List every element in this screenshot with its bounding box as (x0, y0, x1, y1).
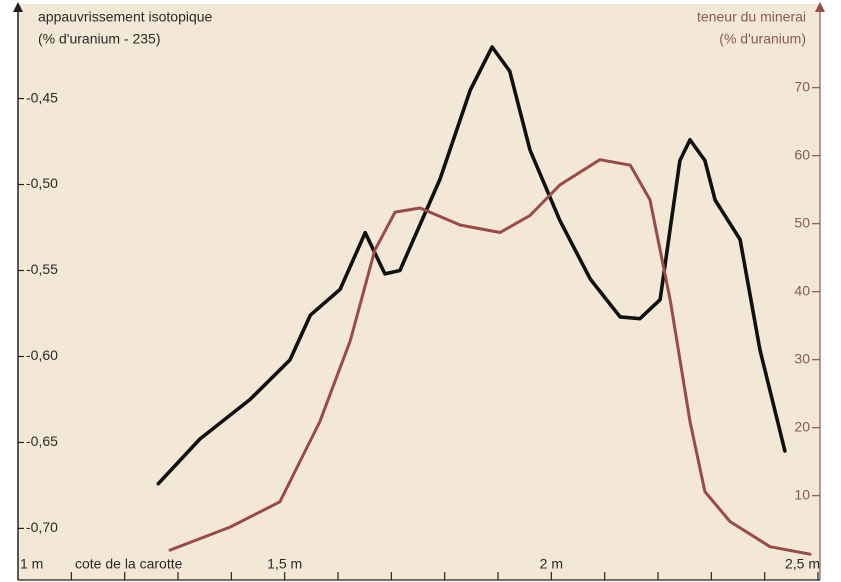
y-tick-label: -0,45 (26, 89, 58, 105)
x-tick-label: 2 m (540, 556, 563, 572)
right-axis-arrow (815, 2, 825, 12)
y-tick-label: -0,50 (26, 175, 58, 191)
y-tick-label: -0,65 (26, 433, 58, 449)
y2-tick-label: 40 (794, 282, 810, 298)
y2-tick-label: 20 (794, 418, 810, 434)
x-axis-label: cote de la carotte (75, 556, 183, 572)
data-line (168, 158, 812, 556)
y2-axis-label-line-2: (% d'uranium) (719, 31, 806, 47)
y2-tick-label: 70 (794, 78, 810, 94)
x-tick-label: 1 m (20, 556, 43, 572)
x-tick-label: 2,5 m (785, 556, 820, 572)
y-axis-label-line-1: appauvrissement isotopique (38, 9, 213, 25)
data-line (156, 45, 787, 486)
x-tick-label: 1,5 m (267, 556, 302, 572)
y2-tick-label: 60 (794, 146, 810, 162)
plot-background (18, 4, 820, 580)
y2-tick-label: 30 (794, 350, 810, 366)
y2-tick-label: 10 (794, 486, 810, 502)
y-tick-label: -0,55 (26, 261, 58, 277)
left-axis-arrow (13, 2, 23, 12)
y2-axis-label-line-1: teneur du minerai (697, 9, 806, 25)
y2-tick-label: 50 (794, 214, 810, 230)
y-tick-label: -0,70 (26, 519, 58, 535)
y-axis-label-line-2: (% d'uranium - 235) (38, 31, 161, 47)
y-tick-label: -0,60 (26, 347, 58, 363)
